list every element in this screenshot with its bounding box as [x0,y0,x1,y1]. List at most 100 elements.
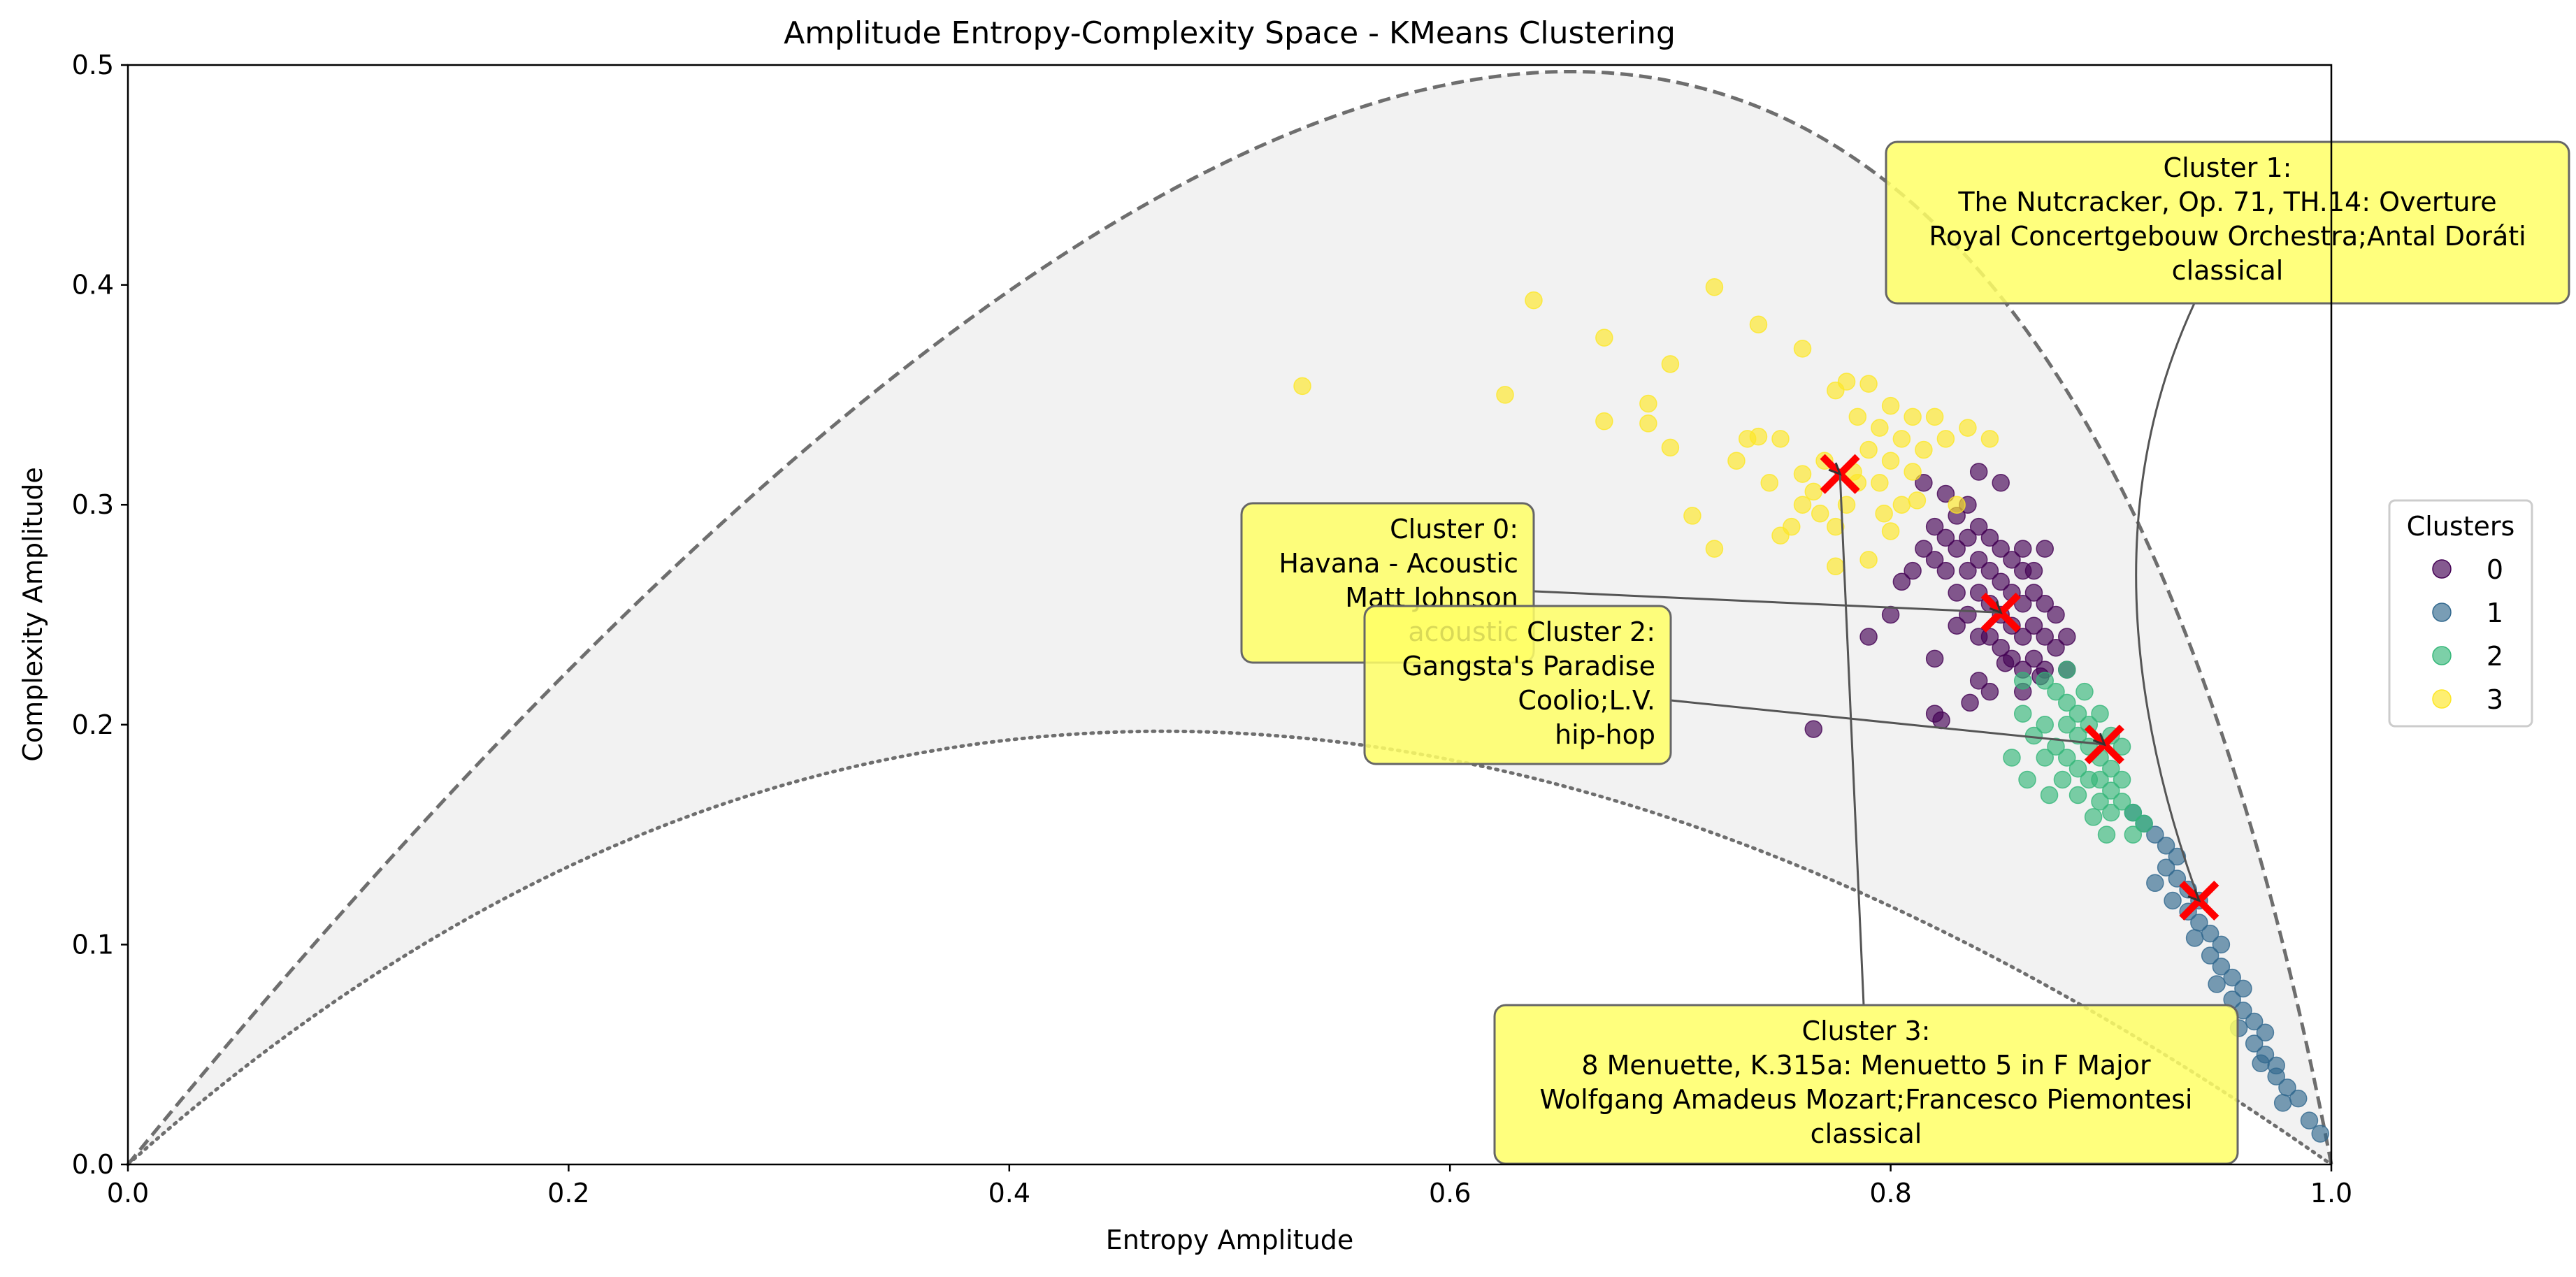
data-point [2075,682,2094,701]
data-point [2185,929,2204,947]
data-point [2036,595,2054,613]
data-point [1804,720,1823,738]
data-point [2124,803,2143,822]
data-point [1992,572,2010,591]
y-axis: 0.0 0.1 0.2 0.3 0.4 0.5 [72,50,128,1180]
data-point [1705,277,1724,296]
x-tick-label: 1.0 [2310,1178,2352,1209]
y-tick-label: 0.3 [72,489,114,520]
data-point [1948,584,1966,602]
data-point [2311,1125,2329,1143]
scatter-points [1293,277,2329,1143]
data-point [1936,484,1955,503]
data-point [1793,496,1812,514]
data-point [2234,979,2252,998]
legend-item-3: 3 [2432,684,2503,715]
data-point [1908,491,1927,510]
data-point [1936,430,1955,448]
data-point [2267,1067,2285,1085]
data-point [1992,473,2010,492]
data-point [1925,407,1944,426]
data-point [2135,814,2153,833]
data-point [1936,561,1955,580]
data-point [2300,1111,2319,1130]
data-point [1904,463,1922,481]
data-point [1959,561,1977,580]
data-point [1661,438,1680,457]
legend-label: 3 [2487,684,2503,715]
data-point [1804,482,1823,501]
data-point [2252,1054,2270,1073]
y-tick-label: 0.0 [72,1149,114,1180]
data-point [1595,412,1613,431]
data-point [1871,473,1889,492]
data-point [2146,874,2164,893]
x-tick-label: 0.6 [1429,1178,1471,1209]
data-point [1837,373,1856,391]
data-point [2212,935,2231,954]
data-point [1848,407,1867,426]
legend-label: 1 [2487,598,2503,628]
annotation-text: Royal Concertgebouw Orchestra;Antal Dorá… [1929,221,2526,252]
data-point [1727,452,1746,470]
data-point [2068,705,2087,723]
data-point [1925,649,1944,668]
data-point [2168,870,2187,888]
data-point [2113,793,2131,811]
annotation-arrow [2135,303,2201,901]
data-point [1827,517,1845,536]
data-point [2245,1012,2264,1031]
data-point [2102,781,2120,800]
data-point [2201,946,2219,965]
data-point [2146,825,2164,844]
x-tick-label: 0.2 [547,1178,589,1209]
data-point [2036,716,2054,734]
data-point [1915,473,1933,492]
data-point [2212,958,2231,976]
data-point [1705,540,1724,558]
data-point [1881,452,1900,470]
annotation-text: Havana - Acoustic [1279,548,1518,579]
annotation-text: Cluster 2: [1527,616,1655,647]
annotation-arrow [1670,699,2105,746]
annotation-text: Wolfgang Amadeus Mozart;Francesco Piemon… [1540,1084,2193,1115]
upper-boundary-curve [127,70,2333,1166]
data-point [1595,329,1613,347]
data-point [2091,793,2109,811]
data-point [2036,628,2054,646]
data-point [2058,749,2076,767]
data-point [2058,716,2076,734]
annotation-text: Coolio;L.V. [1518,685,1655,716]
data-point [1980,430,1999,448]
data-point [1915,540,1933,558]
data-point [1771,430,1790,448]
data-point [2068,726,2087,745]
data-point [2102,759,2120,778]
data-point [1525,291,1543,310]
annotation-text: classical [1811,1118,1922,1149]
data-point [2058,661,2076,679]
data-point [1639,414,1657,433]
data-point [2080,770,2099,789]
data-point [2047,605,2065,624]
data-point [1661,355,1680,373]
annotation-cluster-2: Cluster 2: Gangsta's Paradise Coolio;L.V.h… [1363,605,2106,765]
annotation-text: Gangsta's Paradise [1402,651,1655,681]
data-point [1969,628,1988,646]
data-point [2208,975,2226,993]
data-point [2024,584,2043,602]
x-axis: 0.0 0.2 0.4 0.6 0.8 1.0 [107,1164,2352,1209]
series-cluster-2 [2003,661,2153,844]
data-point [1875,505,1893,523]
data-point [2124,825,2143,844]
feasible-region [128,71,2331,1164]
data-point [1925,551,1944,569]
data-point [1948,540,1966,558]
data-point [2047,737,2065,756]
data-point [1783,517,1801,536]
x-axis-label: Entropy Amplitude [1106,1225,1353,1255]
x-tick-label: 0.8 [1869,1178,1911,1209]
data-point [2013,540,2032,558]
data-point [1881,605,1900,624]
